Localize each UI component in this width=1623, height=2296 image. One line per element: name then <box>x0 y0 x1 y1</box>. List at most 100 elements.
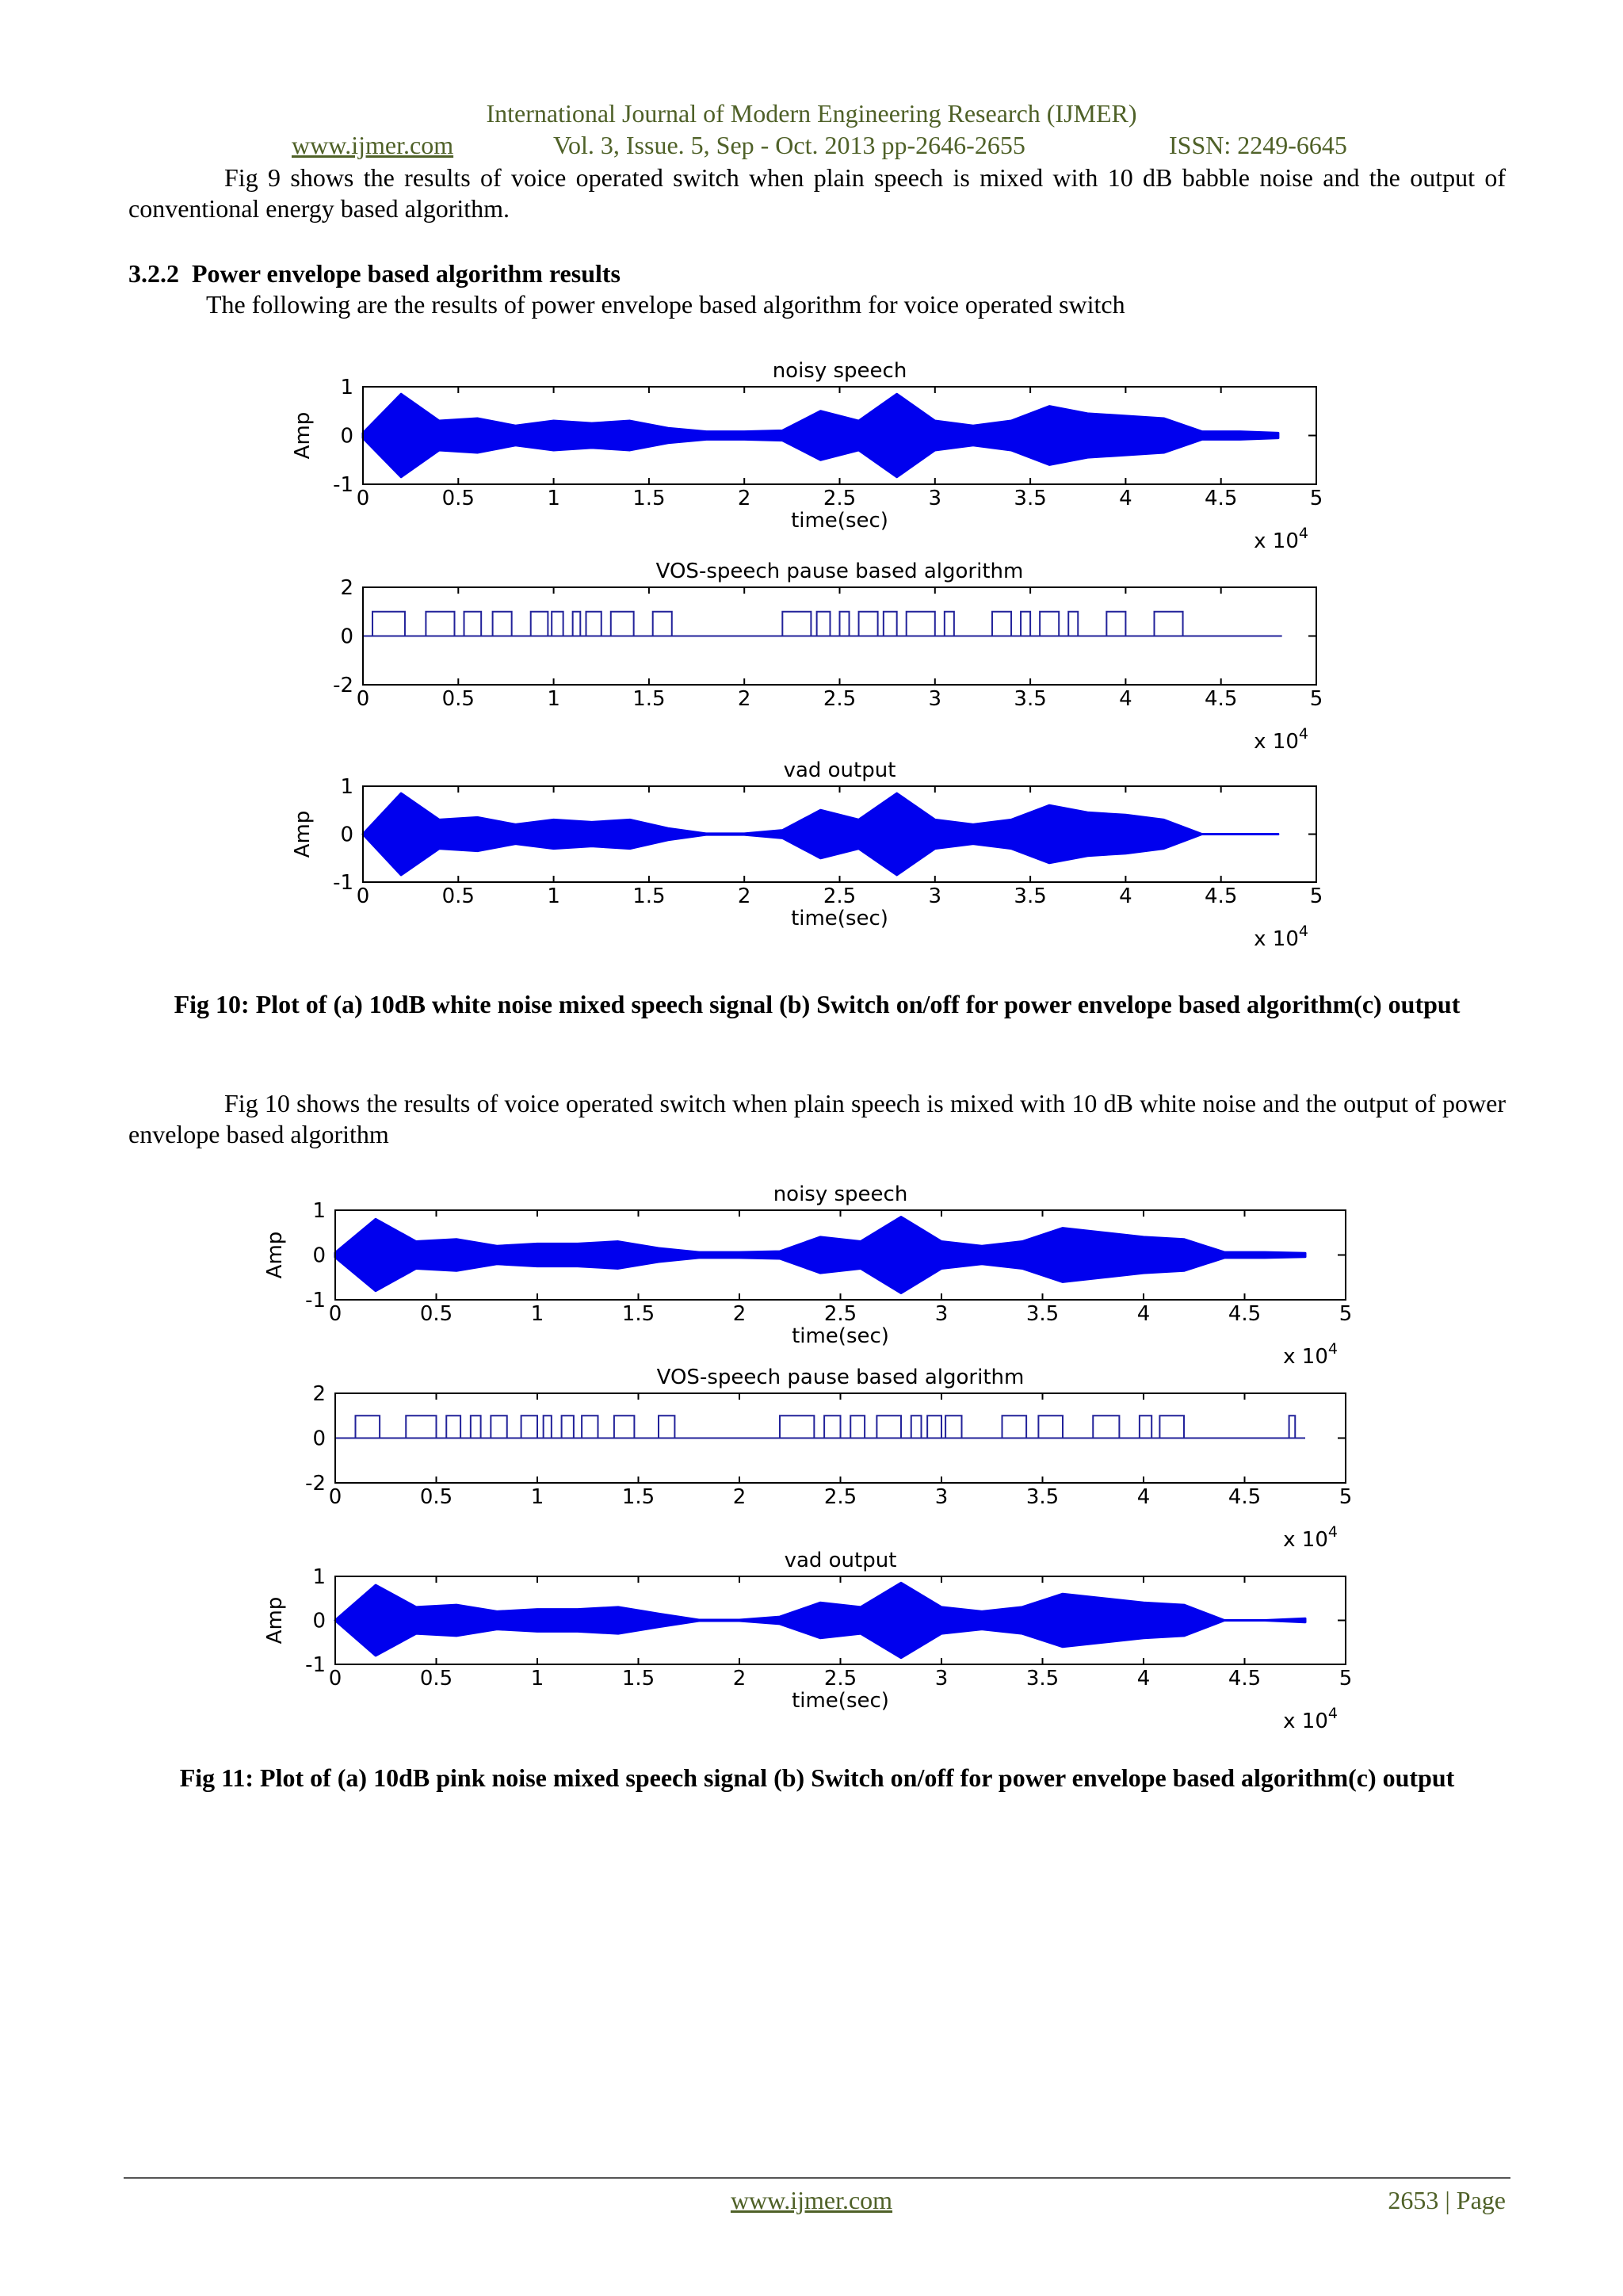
multiplier-base: x 10 <box>1254 927 1299 951</box>
x-tick-label: 1 <box>547 487 560 510</box>
x-tick-label: 1.5 <box>632 687 665 711</box>
x-tick-label: 4 <box>1137 1485 1151 1509</box>
footer-rule <box>124 2177 1510 2179</box>
switch-pulse <box>651 610 673 636</box>
y-tick-label: 2 <box>312 1382 326 1406</box>
x-tick-label: 1 <box>531 1302 544 1326</box>
switch-pulse <box>551 610 564 636</box>
switch-pulse <box>823 1415 842 1438</box>
switch-pulse <box>945 1415 963 1438</box>
switch-pulse <box>405 1415 437 1438</box>
x-tick-label: 2 <box>738 687 751 711</box>
x-tick-label: 3.5 <box>1026 1302 1059 1326</box>
x-tick-label: 1.5 <box>622 1485 655 1509</box>
x-tick-label: 1 <box>547 884 560 908</box>
switch-pulse <box>609 610 635 636</box>
axes-frame <box>334 1209 1346 1301</box>
figure-caption: Fig 11: Plot of (a) 10dB pink noise mixe… <box>179 1763 1455 1792</box>
axis-multiplier: x 104 <box>1283 1705 1338 1733</box>
multiplier-base: x 10 <box>1283 1710 1328 1733</box>
panel-title: vad output <box>785 1549 897 1572</box>
y-axis-label: Amp <box>291 412 315 460</box>
x-tick-label: 3.5 <box>1026 1485 1059 1509</box>
x-tick-label: 3 <box>935 1302 949 1326</box>
y-tick-label: -2 <box>333 674 353 697</box>
switch-pulse <box>850 1415 866 1438</box>
section-heading: 3.2.2 Power envelope based algorithm res… <box>128 259 621 288</box>
switch-pulse <box>520 1415 538 1438</box>
x-tick-label: 0.5 <box>420 1485 453 1509</box>
x-tick-label: 0.5 <box>420 1667 453 1690</box>
x-axis-label: time(sec) <box>791 907 888 930</box>
axis-multiplier: x 104 <box>1283 1523 1338 1552</box>
y-tick-label: 0 <box>312 1244 326 1268</box>
switch-pulse <box>905 610 936 636</box>
x-tick-label: 2.5 <box>824 1302 857 1326</box>
x-tick-label: 0 <box>357 487 370 510</box>
x-tick-label: 0 <box>357 884 370 908</box>
x-tick-label: 3.5 <box>1014 487 1046 510</box>
waveform <box>334 1581 1307 1660</box>
x-tick-label: 1.5 <box>632 884 665 908</box>
multiplier-base: x 10 <box>1283 1528 1328 1552</box>
switch-pulse <box>529 610 549 636</box>
x-tick-label: 0.5 <box>442 487 475 510</box>
x-tick-label: 4 <box>1119 687 1132 711</box>
multiplier-base: x 10 <box>1254 730 1299 754</box>
panel-title: noisy speech <box>773 1182 908 1206</box>
switch-pulse <box>1092 1415 1121 1438</box>
y-tick-label: 0 <box>340 823 353 847</box>
x-tick-label: 1 <box>531 1485 544 1509</box>
y-tick-label: 1 <box>312 1199 326 1223</box>
waveform <box>361 392 1280 479</box>
x-tick-label: 1 <box>531 1667 544 1690</box>
x-axis-label: time(sec) <box>792 1324 889 1348</box>
switch-pulse <box>354 1415 381 1438</box>
axes-frame <box>362 586 1317 686</box>
footer-page: 2653 | Page <box>1388 2186 1506 2214</box>
panel-title: VOS-speech pause based algorithm <box>657 1366 1025 1389</box>
x-tick-label: 3 <box>929 687 942 711</box>
switch-pulse <box>1153 610 1184 636</box>
y-axis-label: Amp <box>291 811 315 858</box>
switch-pulse <box>943 610 955 636</box>
switch-pulse <box>1020 610 1032 636</box>
x-tick-label: 2 <box>738 884 751 908</box>
x-tick-label: 4.5 <box>1228 1485 1261 1509</box>
axis-multiplier: x 104 <box>1283 1340 1338 1369</box>
y-tick-label: -1 <box>305 1289 326 1312</box>
header-website[interactable]: www.ijmer.com <box>292 131 454 159</box>
x-tick-label: 1.5 <box>622 1302 655 1326</box>
axis-multiplier: x 104 <box>1254 525 1308 553</box>
x-tick-label: 2 <box>738 487 751 510</box>
footer-website[interactable]: www.ijmer.com <box>730 2186 893 2214</box>
x-tick-label: 3 <box>929 884 942 908</box>
switch-pulse <box>571 610 582 636</box>
x-tick-label: 3.5 <box>1014 687 1046 711</box>
switch-pulse <box>876 1415 902 1438</box>
y-tick-label: -2 <box>305 1472 326 1496</box>
x-tick-label: 0.5 <box>442 884 475 908</box>
switch-pulse <box>425 610 456 636</box>
switch-pulse <box>1037 1415 1064 1438</box>
x-tick-label: 4 <box>1119 487 1132 510</box>
x-axis-label: time(sec) <box>791 509 888 533</box>
switch-pulse <box>779 1415 815 1438</box>
x-tick-label: 0.5 <box>442 687 475 711</box>
multiplier-exponent: 4 <box>1299 725 1308 743</box>
journal-title: International Journal of Modern Engineer… <box>486 99 1137 128</box>
x-tick-label: 0.5 <box>420 1302 453 1326</box>
axes-frame <box>334 1576 1346 1665</box>
x-tick-label: 3 <box>935 1667 949 1690</box>
axes-frame <box>362 785 1317 883</box>
y-tick-label: -1 <box>305 1653 326 1677</box>
switch-pulse <box>838 610 850 636</box>
x-tick-label: 5 <box>1339 1485 1353 1509</box>
multiplier-base: x 10 <box>1283 1345 1328 1369</box>
switch-pulse <box>781 610 812 636</box>
switch-pulse <box>1288 1415 1296 1438</box>
y-tick-label: -1 <box>333 473 353 497</box>
x-tick-label: 4.5 <box>1205 687 1237 711</box>
switch-pulse <box>613 1415 636 1438</box>
